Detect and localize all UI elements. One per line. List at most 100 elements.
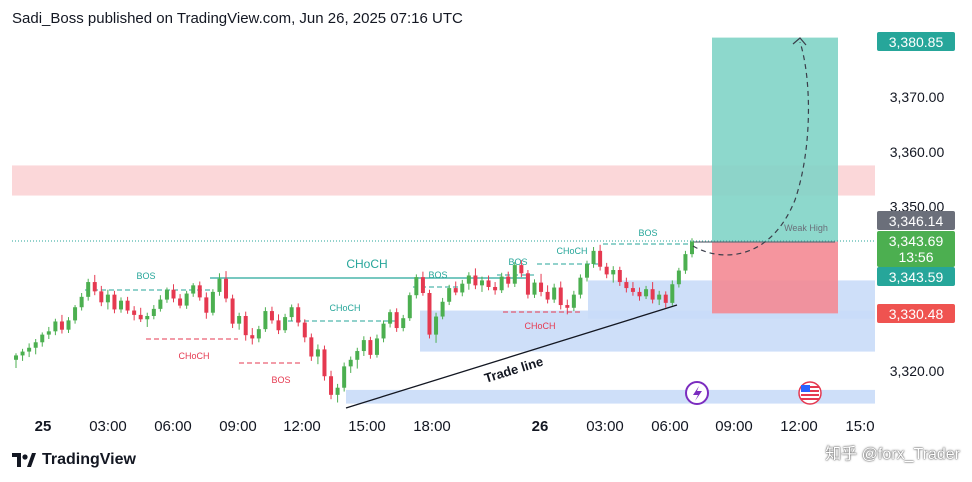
candle (591, 247, 596, 268)
candle (151, 305, 156, 320)
candle-body (578, 277, 583, 295)
candle (329, 370, 334, 400)
x-tick-label: 09:00 (715, 418, 753, 435)
candle-body (493, 286, 498, 291)
candle-body (132, 310, 137, 315)
candle-body (420, 277, 425, 294)
publish-header: Sadi_Boss published on TradingView.com, … (12, 10, 463, 27)
candle (611, 266, 616, 283)
candle (348, 356, 353, 373)
price-label: 3,346.14 (877, 211, 955, 230)
candle-body (79, 296, 84, 308)
candle-body (401, 318, 406, 329)
candle (184, 290, 189, 309)
candle-body (237, 316, 242, 324)
candle (624, 277, 629, 293)
price-label-bg (877, 231, 955, 267)
candle (289, 304, 294, 321)
candle-body (289, 307, 294, 318)
candle-body (637, 291, 642, 297)
candle-body (178, 298, 183, 306)
candle (414, 274, 419, 299)
candle-body (243, 316, 248, 336)
candle (164, 287, 169, 303)
candle-body (414, 277, 419, 296)
candle (283, 313, 288, 333)
candle (479, 276, 484, 292)
candle (191, 283, 196, 297)
candle (125, 296, 130, 314)
candle-body (197, 285, 202, 298)
candle (14, 353, 18, 369)
candle-body (539, 282, 544, 292)
candle (690, 238, 694, 258)
watermark: 知乎 @forx_Trader (825, 446, 960, 463)
choch-label-large: CHoCH (346, 257, 387, 271)
candle (394, 308, 399, 332)
candle-body (151, 308, 156, 316)
x-tick-label: 06:00 (154, 418, 192, 435)
candle-body (230, 298, 235, 324)
candle (630, 282, 635, 296)
candle-body (14, 355, 18, 360)
candle-body (53, 321, 58, 332)
candle (532, 279, 537, 298)
demand-zone-2 (420, 310, 875, 352)
candle-body (434, 316, 439, 335)
candle-body (283, 317, 288, 331)
candle-body (657, 294, 662, 300)
candle (342, 362, 347, 392)
candle-body (315, 349, 320, 357)
candle (460, 279, 465, 297)
price-label-text: 3,330.48 (889, 306, 944, 322)
event-lightning-icon[interactable] (685, 381, 709, 405)
candle (539, 273, 544, 297)
candle-body (368, 340, 373, 355)
x-tick-label: 03:00 (89, 418, 127, 435)
candle-body (407, 295, 412, 319)
x-tick-label: 18:00 (413, 418, 451, 435)
tradingview-logo[interactable]: TradingView (12, 451, 136, 469)
candle-body (355, 351, 360, 360)
candle-body (479, 280, 484, 286)
candle (381, 320, 386, 343)
candle-body (309, 337, 314, 357)
trade-line[interactable] (345, 304, 678, 409)
candle-body (558, 287, 563, 306)
candle-body (158, 299, 163, 309)
choch-label: CHoCH (524, 321, 555, 331)
candle (335, 383, 340, 403)
candle-body (617, 270, 622, 283)
candle-body (676, 270, 681, 285)
candle-body (302, 322, 307, 338)
candle (571, 290, 576, 312)
x-tick-label: 25 (35, 418, 52, 435)
candle-body (59, 321, 64, 330)
price-label-bg (877, 304, 955, 323)
candle-body (532, 282, 537, 295)
candle (73, 305, 78, 324)
candle-body (663, 294, 668, 303)
candle (650, 282, 655, 304)
candle (138, 307, 143, 323)
candle-body (624, 282, 629, 289)
candle (105, 289, 110, 310)
x-tick-label: 06:00 (651, 418, 689, 435)
candle-body (210, 291, 215, 313)
candle (99, 285, 104, 307)
candles-layer (14, 238, 694, 403)
candle (670, 280, 675, 306)
candle (204, 292, 209, 319)
candle-body (591, 250, 596, 264)
candle-body (512, 265, 517, 284)
long-position-tool[interactable] (712, 37, 838, 314)
candle-body (447, 288, 452, 302)
us-flag-icon[interactable] (798, 381, 822, 405)
price-label-bg (877, 211, 955, 230)
x-tick-label: 15:0 (845, 418, 874, 435)
candle-body (256, 329, 261, 339)
price-label: 3,380.85 (877, 32, 955, 51)
candle (552, 283, 557, 303)
